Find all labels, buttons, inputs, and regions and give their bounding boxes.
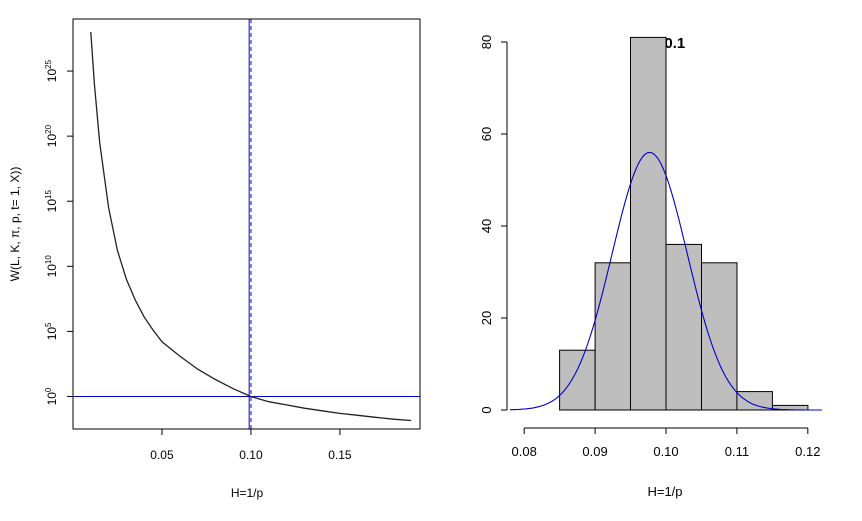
right-x-tick-label: 0.09 bbox=[582, 444, 607, 459]
histogram-bar bbox=[665, 243, 702, 411]
left-y-tick-label: 105 bbox=[44, 322, 59, 340]
right-y-tick-label: 0 bbox=[479, 406, 494, 413]
svg-text:1015: 1015 bbox=[44, 190, 59, 213]
histogram-bar bbox=[630, 36, 667, 411]
svg-text:1020: 1020 bbox=[44, 124, 59, 147]
svg-text:1025: 1025 bbox=[44, 59, 59, 82]
right-y-tick-label: 40 bbox=[479, 219, 494, 233]
svg-text:105: 105 bbox=[44, 322, 59, 340]
left-series-line bbox=[90, 31, 412, 422]
left-y-tick-label: 1015 bbox=[44, 190, 59, 213]
left-x-tick-label: 0.15 bbox=[328, 448, 352, 462]
left-y-tick-label: 100 bbox=[44, 387, 59, 405]
right-x-tick-label: 0.11 bbox=[725, 444, 749, 459]
histogram-bar bbox=[559, 349, 596, 411]
left-plot-frame bbox=[72, 18, 421, 430]
left-x-tick-label: 0.10 bbox=[239, 448, 263, 462]
svg-text:100: 100 bbox=[44, 387, 59, 405]
left-x-axis: 0.05 0.10 0.15 bbox=[150, 428, 352, 462]
left-y-tick-label: 1020 bbox=[44, 124, 59, 147]
left-y-axis: 100 105 1010 1015 1020 1025 bbox=[44, 59, 74, 405]
left-x-axis-label: H=1/p bbox=[231, 486, 264, 500]
left-y-tick-label: 1010 bbox=[44, 255, 59, 278]
right-y-tick-label: 60 bbox=[479, 127, 494, 141]
right-y-axis: 0 20 40 60 80 bbox=[479, 35, 508, 414]
right-y-tick-label: 20 bbox=[479, 311, 494, 325]
right-x-tick-label: 0.10 bbox=[653, 444, 678, 459]
svg-text:1010: 1010 bbox=[44, 255, 59, 278]
left-x-tick-label: 0.05 bbox=[150, 448, 174, 462]
right-x-tick-label: 0.12 bbox=[795, 444, 820, 459]
histogram-bar bbox=[701, 262, 738, 411]
left-line-chart: 0.05 0.10 0.15 100 105 1010 1015 1020 1025 H=1/… bbox=[8, 18, 421, 500]
right-x-axis: 0.08 0.09 0.10 0.11 0.12 bbox=[512, 427, 820, 459]
left-y-tick-label: 1025 bbox=[44, 59, 59, 82]
right-x-tick-label: 0.08 bbox=[512, 444, 537, 459]
left-y-axis-label: W(L, K, π, p, t= 1, X)) bbox=[8, 167, 22, 282]
histogram-bar bbox=[594, 262, 632, 411]
right-x-axis-label: H=1/p bbox=[647, 484, 682, 499]
histogram-bar bbox=[736, 391, 773, 411]
right-y-tick-label: 80 bbox=[479, 35, 494, 49]
right-density-curve bbox=[510, 151, 822, 411]
